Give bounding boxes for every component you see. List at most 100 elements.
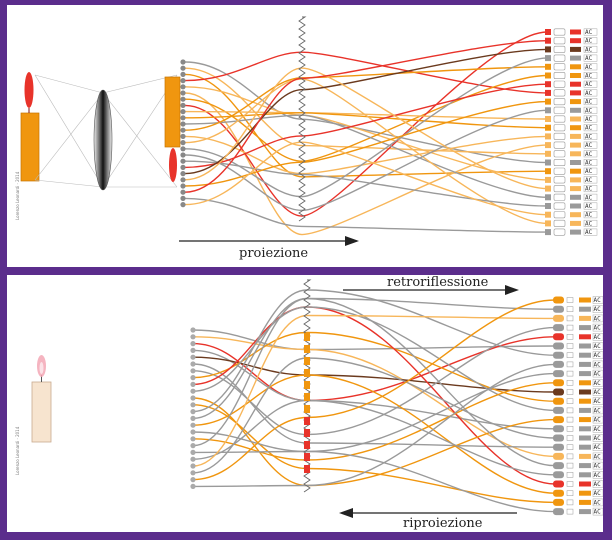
pixel-swatch xyxy=(570,168,581,174)
output-cell xyxy=(553,193,566,201)
pixel-tag: AC xyxy=(594,481,602,488)
pixel-tag: AC xyxy=(594,380,602,387)
pixel-tag: AC xyxy=(594,343,602,350)
pixel-box xyxy=(583,193,598,201)
pixel-swatch xyxy=(579,463,591,469)
fiber xyxy=(184,40,548,193)
candle-icon xyxy=(31,355,52,443)
fiber-output-end xyxy=(553,397,564,405)
fiber-input-end xyxy=(190,477,196,483)
fiber-input-end xyxy=(180,164,186,170)
pixel-box xyxy=(592,369,603,378)
fiber-output-end xyxy=(553,314,564,322)
pixel-box xyxy=(583,115,598,123)
fiber-input-end xyxy=(180,189,186,195)
pixel-box xyxy=(592,323,603,332)
fiber-input-end xyxy=(190,483,196,489)
pixel-swatch xyxy=(570,203,581,209)
pixel-box xyxy=(592,452,603,461)
output-cell xyxy=(553,219,566,227)
pixel-tag: AC xyxy=(594,361,602,368)
fiber-output-end xyxy=(553,498,564,506)
pixel-swatch xyxy=(579,389,591,395)
pixel-box xyxy=(583,28,598,36)
fiber xyxy=(184,135,548,175)
pixel-tag: AC xyxy=(594,509,602,516)
output-cell xyxy=(566,499,574,506)
fiber-input-end xyxy=(180,171,186,177)
output-cell xyxy=(553,45,566,53)
fiber-input-end xyxy=(190,334,196,340)
reprojection-arrow-head xyxy=(339,508,353,518)
pixel-box xyxy=(592,425,603,433)
fiber xyxy=(192,306,556,485)
fiber-input-end xyxy=(180,71,186,77)
object-block xyxy=(20,112,40,182)
fiber-input-end xyxy=(190,470,196,476)
fiber-input-end xyxy=(190,381,196,387)
fiber-input-end xyxy=(180,152,186,158)
pixel-box xyxy=(583,45,598,53)
pixel-tag: AC xyxy=(594,453,602,460)
pixel-box xyxy=(592,434,603,442)
pixel-tag: AC xyxy=(585,116,593,123)
fiber-output-end xyxy=(553,324,564,332)
fiber xyxy=(192,336,556,402)
fiber-input-end xyxy=(190,415,196,421)
output-cell xyxy=(566,306,574,312)
pixel-tag: AC xyxy=(585,151,593,158)
pixel-swatch xyxy=(579,444,591,450)
fiber-input-end xyxy=(180,146,186,152)
pixel-swatch xyxy=(570,151,581,157)
fiber-output-end xyxy=(553,471,564,479)
pixel-tag: AC xyxy=(585,160,593,167)
pixel-tag: AC xyxy=(594,352,602,359)
fiber-output-end xyxy=(545,168,551,175)
output-cell xyxy=(553,63,566,71)
fiber-input-end xyxy=(190,375,196,381)
object-figure xyxy=(24,72,34,108)
pixel-box xyxy=(583,167,598,175)
output-cell xyxy=(553,159,566,167)
fiber xyxy=(192,450,556,513)
pixel-box xyxy=(592,305,603,313)
pixel-swatch xyxy=(570,177,581,183)
output-cell xyxy=(553,98,566,106)
pixel-tag: AC xyxy=(585,220,593,227)
fiber xyxy=(192,374,556,494)
fiber-input-end xyxy=(190,361,196,367)
pixel-box xyxy=(583,219,598,227)
fiber xyxy=(192,331,556,402)
pixel-box xyxy=(592,296,603,304)
fiber-output-end xyxy=(545,194,551,201)
pixel-swatch xyxy=(579,417,591,423)
fiber-output-end xyxy=(545,176,551,183)
fiber-input-end xyxy=(190,409,196,415)
fiber-input-end xyxy=(180,183,186,189)
fiber-output-end xyxy=(553,351,564,359)
clamp-node xyxy=(304,369,310,377)
output-cell xyxy=(553,202,566,210)
fiber-output-end xyxy=(553,360,564,368)
fiber-output-end xyxy=(545,72,551,79)
fiber-input-end xyxy=(190,422,196,428)
pixel-box xyxy=(583,141,598,149)
fiber-input-end xyxy=(190,463,196,469)
fiber-input-end xyxy=(180,158,186,164)
fiber-output-end xyxy=(545,220,551,227)
fiber xyxy=(192,357,556,474)
output-cell xyxy=(553,228,566,236)
fiber-bundle xyxy=(192,279,556,513)
pixel-tag: AC xyxy=(585,142,593,149)
fiber-input-end xyxy=(180,102,186,108)
output-cell xyxy=(553,80,566,88)
pixel-tag: AC xyxy=(585,29,593,36)
pixel-swatch xyxy=(570,194,581,200)
pixel-tag: AC xyxy=(585,177,593,184)
fiber xyxy=(192,297,556,467)
pixel-box xyxy=(592,360,603,369)
fiber-bundle xyxy=(184,16,548,236)
pixel-swatch xyxy=(579,453,591,459)
output-cell xyxy=(553,37,566,45)
light-ray xyxy=(102,92,178,188)
